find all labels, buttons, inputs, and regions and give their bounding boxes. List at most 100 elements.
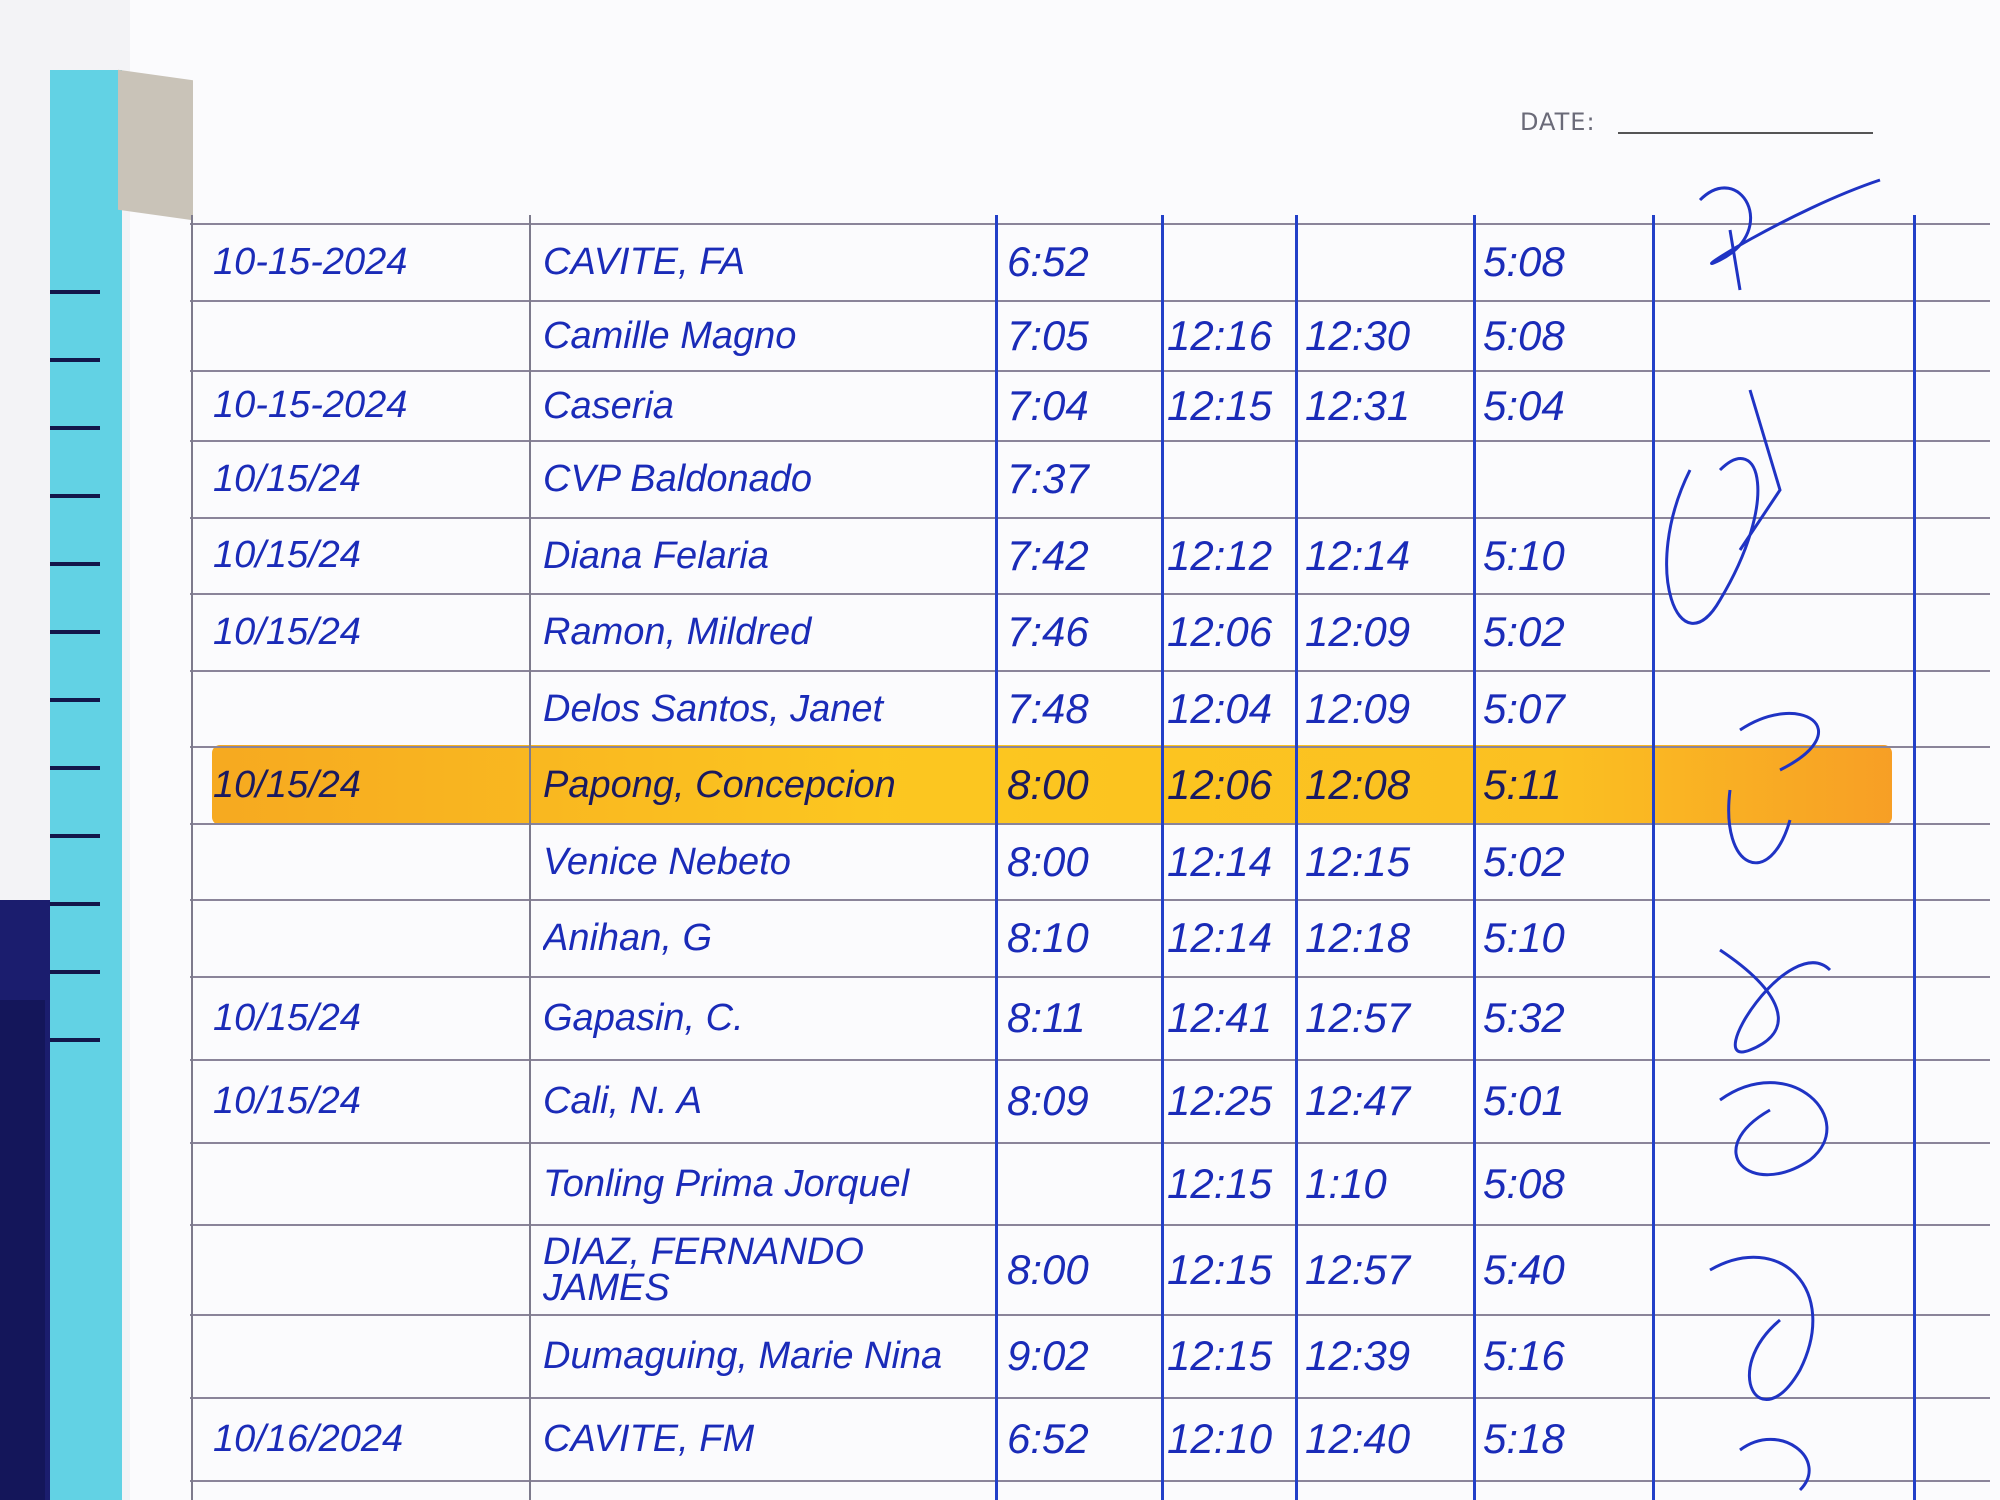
- binder-tick: [50, 426, 100, 430]
- cell-time-out: 5:08: [1483, 1159, 1565, 1207]
- cell-lunch-in: [1305, 225, 1469, 299]
- row-rule: [190, 1397, 1990, 1399]
- cell-time-in: 7:37: [1007, 455, 1089, 502]
- row-rule: [190, 517, 1990, 519]
- date-label: DATE:: [1520, 108, 1596, 136]
- cell-date: [213, 302, 525, 369]
- cell-lunch-in: 12:30: [1305, 311, 1411, 359]
- cell-lunch-out: 12:06: [1167, 608, 1273, 655]
- row-rule: [190, 593, 1990, 595]
- cell-time-in: 8:10: [1007, 914, 1089, 961]
- column-rule: [191, 215, 193, 1500]
- cell-time-in: 7:42: [1007, 531, 1089, 579]
- cell-date: 10-15-2024: [213, 240, 408, 283]
- cell-date: 10/15/24: [213, 996, 361, 1039]
- cell-time-in: 7:04: [1007, 381, 1089, 429]
- cell-date: 10/15/24: [213, 763, 361, 806]
- signature-scribbles: [1665, 178, 1881, 1492]
- signature-1: [1698, 178, 1881, 291]
- cell-time-out: 5:32: [1483, 994, 1565, 1041]
- cell-name: DIAZ, FERNANDO JAMES: [543, 1230, 864, 1309]
- cell-lunch-out: 12:06: [1167, 761, 1273, 808]
- cell-date: 10/15/24: [213, 457, 361, 500]
- row-rule: [190, 746, 1990, 748]
- column-rule: [529, 215, 531, 1500]
- signature-4: [1719, 948, 1832, 1054]
- cell-lunch-out: 12:41: [1167, 994, 1273, 1041]
- cell-name: Anihan, G: [543, 917, 712, 959]
- cell-lunch-out: 12:12: [1167, 531, 1273, 579]
- column-rule: [1652, 215, 1655, 1500]
- cell-time-out: 5:07: [1483, 684, 1565, 732]
- cell-date: [213, 901, 525, 975]
- cell-lunch-out: 12:14: [1167, 837, 1273, 885]
- cell-lunch-in: 12:08: [1305, 761, 1411, 808]
- cell-name: Venice Nebeto: [543, 840, 791, 883]
- column-rule: [1473, 215, 1476, 1500]
- signature-6: [1709, 1256, 1815, 1401]
- cell-time-in: 9:02: [1007, 1332, 1089, 1379]
- cell-lunch-out: 12:15: [1167, 1245, 1273, 1293]
- cell-time-in: 8:09: [1007, 1077, 1089, 1124]
- row-rule: [190, 223, 1990, 225]
- cell-lunch-out: 12:15: [1167, 1159, 1273, 1207]
- cell-date: 10-15-2024: [213, 384, 408, 426]
- cell-time-in: 6:52: [1007, 1415, 1089, 1462]
- cell-time-out: [1483, 442, 1648, 516]
- cell-time-out: 5:01: [1483, 1077, 1565, 1124]
- binder-tick: [50, 902, 100, 906]
- cell-time-out: 5:02: [1483, 608, 1565, 655]
- cell-lunch-in: 12:18: [1305, 914, 1411, 961]
- row-rule: [190, 899, 1990, 901]
- column-rule: [1161, 215, 1164, 1500]
- cell-time-in: 8:00: [1007, 761, 1089, 808]
- cell-date: 10/15/24: [213, 1079, 361, 1122]
- cell-time-in: 7:48: [1007, 684, 1089, 732]
- cell-date: [213, 1144, 525, 1223]
- cell-time-in: 7:46: [1007, 608, 1089, 655]
- cell-time-in: 8:00: [1007, 1245, 1089, 1293]
- cell-time-out: 5:02: [1483, 837, 1565, 885]
- cell-lunch-out: 12:15: [1167, 1332, 1273, 1379]
- cell-name: CAVITE, FM: [543, 1418, 755, 1460]
- cell-lunch-in: 12:15: [1305, 837, 1411, 885]
- cell-date: 10/15/24: [213, 534, 361, 576]
- binder-tick: [50, 834, 100, 838]
- cell-name: Dumaguing, Marie Nina: [543, 1335, 943, 1377]
- cell-time-in: [1007, 1144, 1157, 1223]
- column-rule: [1913, 215, 1916, 1500]
- cell-time-out: 5:10: [1483, 914, 1565, 961]
- cell-name: Tonling Prima Jorquel: [543, 1162, 910, 1205]
- cell-time-in: 8:11: [1007, 994, 1086, 1041]
- cell-lunch-in: [1305, 442, 1469, 516]
- cell-lunch-in: 12:47: [1305, 1077, 1411, 1124]
- cell-lunch-out: [1167, 442, 1291, 516]
- cell-time-in: 6:52: [1007, 238, 1089, 285]
- cell-time-in: 7:05: [1007, 311, 1089, 359]
- signature-3: [1727, 711, 1820, 865]
- binder-tick: [50, 1038, 100, 1042]
- cell-lunch-in: 12:31: [1305, 381, 1411, 429]
- cell-name: Caseria: [543, 384, 674, 427]
- cell-time-out: 5:08: [1483, 238, 1565, 285]
- binder-tick: [50, 358, 100, 362]
- cell-date: [213, 672, 525, 745]
- cell-time-out: 5:18: [1483, 1415, 1565, 1462]
- cell-time-out: 5:40: [1483, 1245, 1565, 1293]
- cell-name: Gapasin, C.: [543, 997, 744, 1039]
- cell-lunch-in: 12:14: [1305, 531, 1411, 579]
- cell-name: Cali, N. A: [543, 1080, 703, 1122]
- binder-tick: [50, 494, 100, 498]
- cell-name: CAVITE, FA: [543, 241, 746, 283]
- cell-lunch-out: 12:25: [1167, 1077, 1273, 1124]
- column-rule: [995, 215, 998, 1500]
- cell-lunch-out: 12:04: [1167, 684, 1273, 732]
- binder-cover-shadow: [0, 1000, 45, 1500]
- cell-time-out: 5:08: [1483, 311, 1565, 359]
- binder-strip: [50, 70, 122, 1500]
- row-rule: [190, 300, 1990, 302]
- cell-name: Delos Santos, Janet: [543, 687, 884, 730]
- cell-lunch-out: [1167, 225, 1291, 299]
- row-rule: [190, 1314, 1990, 1316]
- row-rule: [190, 1224, 1990, 1226]
